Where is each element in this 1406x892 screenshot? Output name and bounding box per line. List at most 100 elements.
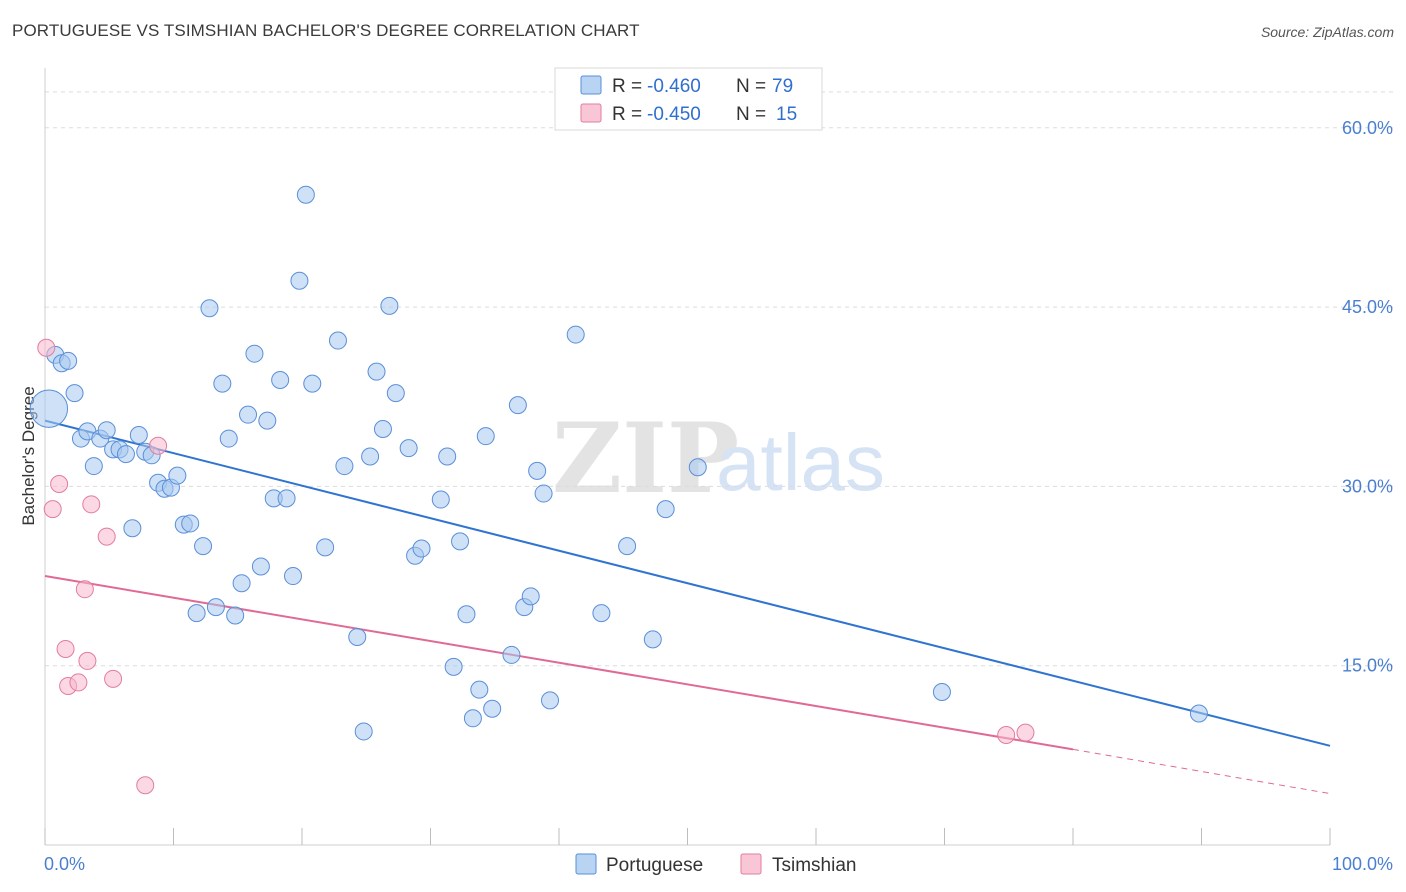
point-tsimshian (56, 639, 75, 658)
point-portuguese (361, 447, 380, 466)
point-portuguese (534, 484, 553, 503)
point-portuguese (688, 458, 707, 477)
point-tsimshian (149, 436, 168, 455)
legend-r-value-tsimshian: -0.450 (647, 104, 701, 125)
point-portuguese (386, 384, 405, 403)
point-portuguese (592, 604, 611, 623)
point-portuguese (328, 331, 347, 350)
legend-n-label-tsimshian: N = (736, 104, 766, 125)
point-tsimshian (43, 500, 62, 519)
point-portuguese (367, 362, 386, 381)
point-portuguese (476, 427, 495, 446)
trendline-extension-tsimshian (1072, 748, 1331, 795)
point-portuguese (508, 396, 527, 415)
point-tsimshian (97, 527, 116, 546)
point-portuguese (470, 680, 489, 699)
point-portuguese (284, 567, 303, 586)
point-tsimshian (997, 726, 1016, 745)
point-tsimshian (50, 474, 69, 493)
legend-n-value-portuguese: 79 (772, 76, 793, 97)
point-portuguese (168, 466, 187, 485)
point-portuguese (483, 699, 502, 718)
point-tsimshian (82, 495, 101, 514)
point-portuguese (213, 374, 232, 393)
point-portuguese (206, 598, 225, 617)
point-portuguese (245, 344, 264, 363)
point-portuguese (316, 538, 335, 557)
point-portuguese (380, 296, 399, 315)
legend-bottom-swatch-tsimshian (740, 853, 762, 875)
point-portuguese (412, 539, 431, 558)
point-portuguese (271, 370, 290, 389)
legend-swatch-portuguese (580, 75, 602, 95)
point-portuguese (348, 628, 367, 647)
point-portuguese (438, 447, 457, 466)
watermark-zip: ZIP (552, 402, 739, 515)
legend-r-value-portuguese: -0.460 (647, 76, 701, 97)
point-portuguese (399, 439, 418, 458)
point-portuguese (643, 630, 662, 649)
point-portuguese (97, 421, 116, 440)
point-portuguese (65, 384, 84, 403)
point-portuguese (303, 374, 322, 393)
point-portuguese (566, 325, 585, 344)
point-portuguese (335, 457, 354, 476)
point-portuguese (239, 405, 258, 424)
point-portuguese (656, 500, 675, 519)
point-portuguese (29, 389, 69, 428)
point-portuguese (84, 457, 103, 476)
point-portuguese (123, 519, 142, 538)
y-tick-label: 45.0% (1342, 297, 1393, 317)
point-tsimshian (136, 776, 155, 795)
point-portuguese (457, 605, 476, 624)
x-tick-label-max: 100.0% (1332, 854, 1393, 874)
y-tick-labels: 15.0% 30.0% 45.0% 60.0% (1342, 118, 1393, 676)
watermark-atlas: atlas (716, 418, 885, 507)
point-portuguese (451, 532, 470, 551)
point-portuguese (1189, 704, 1208, 723)
point-portuguese (251, 557, 270, 576)
point-tsimshian (37, 338, 56, 357)
y-tick-label: 30.0% (1342, 476, 1393, 496)
point-portuguese (181, 514, 200, 533)
legend-bottom-swatch-portuguese (575, 853, 597, 875)
point-portuguese (618, 537, 637, 556)
legend-r-label-portuguese: R = (612, 76, 642, 97)
point-portuguese (444, 657, 463, 676)
point-tsimshian (75, 580, 94, 599)
point-portuguese (373, 420, 392, 439)
point-portuguese (258, 411, 277, 430)
legend-swatch-tsimshian (580, 103, 602, 123)
x-tick-label-min: 0.0% (44, 854, 85, 874)
legend-top: R = -0.460 N = 79 R = -0.450 N = 15 (554, 67, 823, 131)
legend-bottom-label-portuguese: Portuguese (606, 855, 703, 876)
x-axis-ticks (44, 828, 1331, 845)
point-portuguese (219, 429, 238, 448)
point-portuguese (290, 271, 309, 290)
point-tsimshian (104, 669, 123, 688)
legend-bottom-label-tsimshian: Tsimshian (772, 855, 856, 876)
point-portuguese (463, 709, 482, 728)
trendline-portuguese (44, 419, 1331, 747)
trendline-tsimshian (44, 575, 1074, 751)
point-portuguese (200, 299, 219, 318)
chart-title: PORTUGUESE VS TSIMSHIAN BACHELOR'S DEGRE… (12, 21, 640, 40)
point-portuguese (226, 606, 245, 625)
legend-n-value-tsimshian: 15 (776, 104, 797, 125)
point-portuguese (431, 490, 450, 509)
point-tsimshian (1016, 723, 1035, 742)
point-portuguese (354, 722, 373, 741)
point-portuguese (528, 461, 547, 480)
point-portuguese (277, 489, 296, 508)
point-portuguese (116, 445, 135, 464)
scatter-points (29, 185, 1208, 795)
point-portuguese (59, 351, 78, 370)
source-label: Source: ZipAtlas.com (1260, 24, 1394, 40)
legend-r-label-tsimshian: R = (612, 104, 642, 125)
y-tick-label: 15.0% (1342, 656, 1393, 676)
y-axis-title: Bachelor's Degree (19, 386, 38, 525)
point-portuguese (194, 537, 213, 556)
point-tsimshian (69, 673, 88, 692)
point-portuguese (541, 691, 560, 710)
